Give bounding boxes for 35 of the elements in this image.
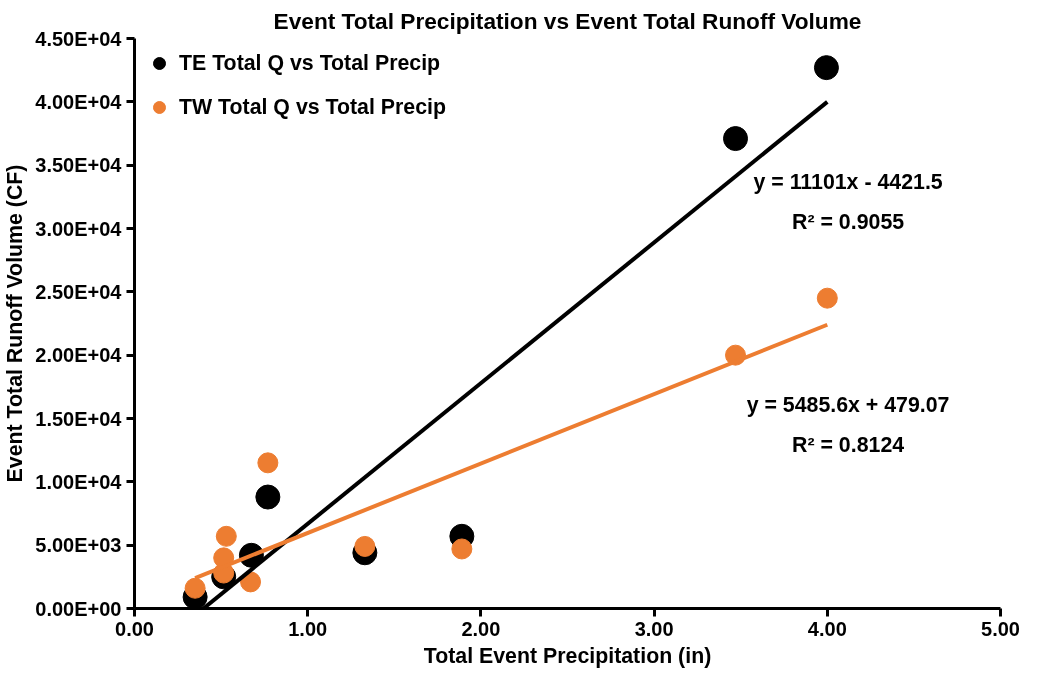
point (813, 55, 839, 81)
y-tick-label: 3.50E+04 (35, 154, 123, 177)
point (255, 484, 281, 510)
point (215, 525, 237, 547)
point (816, 287, 838, 309)
legend-label: TE Total Q vs Total Precip (179, 50, 441, 76)
point (240, 571, 262, 593)
y-tick-label: 0.00E+00 (35, 597, 122, 620)
y-tick-label: 3.00E+04 (35, 217, 123, 240)
chart-title: Event Total Precipitation vs Event Total Runoff Volume (273, 7, 862, 34)
point (184, 577, 206, 599)
y-tick-label: 4.00E+04 (35, 90, 123, 113)
y-tick-label: 2.00E+04 (35, 344, 123, 367)
point (257, 452, 279, 474)
x-tick-label: 0.00 (115, 617, 154, 640)
y-tick-label: 2.50E+04 (35, 280, 123, 303)
legend-label: TW Total Q vs Total Precip (179, 94, 447, 120)
x-tick-label: 3.00 (634, 617, 674, 640)
annotation: y = 11101x - 4421.5 (753, 169, 943, 194)
y-tick-label: 4.50E+04 (35, 27, 123, 50)
x-axis-title: Total Event Precipitation (in) (423, 643, 712, 668)
point (451, 538, 473, 560)
y-tick-label: 1.50E+04 (35, 407, 123, 430)
y-tick-label: 5.00E+03 (35, 534, 122, 557)
x-tick-label: 5.00 (981, 617, 1020, 640)
point (723, 126, 748, 152)
annotation: R² = 0.9055 (792, 209, 905, 234)
annotation: y = 5485.6x + 479.07 (746, 392, 950, 417)
annotation: R² = 0.8124 (792, 432, 905, 457)
x-tick-label: 2.00 (461, 617, 501, 640)
point (354, 535, 376, 557)
y-axis-title: Event Total Runoff Volume (CF) (3, 164, 28, 483)
x-tick-label: 4.00 (807, 617, 847, 640)
y-tick-label: 1.00E+04 (35, 470, 123, 493)
x-tick-label: 1.00 (288, 617, 328, 640)
